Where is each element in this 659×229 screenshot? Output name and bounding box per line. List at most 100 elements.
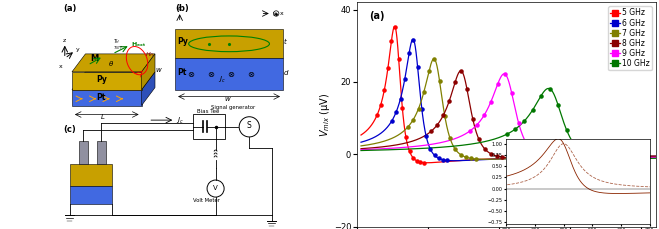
Polygon shape xyxy=(78,142,88,164)
Text: Py: Py xyxy=(97,75,107,84)
Text: z: z xyxy=(177,6,179,11)
Point xyxy=(513,121,524,125)
Point xyxy=(520,140,530,144)
Text: M: M xyxy=(90,54,98,63)
Point xyxy=(465,129,476,133)
Text: t: t xyxy=(284,39,287,45)
Text: $\otimes$: $\otimes$ xyxy=(227,70,235,79)
Point xyxy=(468,118,478,121)
Point xyxy=(445,136,455,140)
Point xyxy=(390,25,401,29)
Point xyxy=(444,99,455,103)
Point xyxy=(442,159,453,162)
Polygon shape xyxy=(142,72,155,106)
Text: S: S xyxy=(246,121,251,130)
Point xyxy=(376,103,386,107)
Point xyxy=(418,91,429,94)
Text: y: y xyxy=(273,11,277,16)
Point xyxy=(425,147,436,151)
Point xyxy=(548,156,558,160)
Text: (a): (a) xyxy=(63,4,76,13)
Polygon shape xyxy=(72,90,142,106)
Point xyxy=(485,152,496,155)
Point xyxy=(455,153,466,156)
Point xyxy=(403,125,413,129)
Text: d: d xyxy=(284,70,289,76)
Point xyxy=(434,79,445,83)
Point xyxy=(438,158,449,162)
Point xyxy=(424,69,434,73)
Point xyxy=(596,156,606,160)
Point xyxy=(491,154,501,158)
Point xyxy=(480,147,490,151)
Point xyxy=(544,87,555,90)
Point xyxy=(413,107,424,111)
Point xyxy=(492,82,503,85)
Text: $H_{fl}$: $H_{fl}$ xyxy=(145,50,154,59)
Point xyxy=(462,87,473,91)
Point xyxy=(474,137,484,141)
Text: Pt: Pt xyxy=(97,93,106,102)
FancyBboxPatch shape xyxy=(193,114,225,139)
Point xyxy=(527,108,538,112)
Polygon shape xyxy=(70,164,113,186)
Point xyxy=(386,39,397,42)
Text: $\theta$: $\theta$ xyxy=(108,59,114,68)
Point xyxy=(613,157,623,161)
Legend: 5 GHz, 6 GHz, 7 GHz, 8 GHz, 9 GHz, 10 GHz: 5 GHz, 6 GHz, 7 GHz, 8 GHz, 9 GHz, 10 GH… xyxy=(608,6,652,71)
Point xyxy=(383,67,393,70)
Point xyxy=(408,118,418,121)
Point xyxy=(466,157,476,160)
Point xyxy=(553,104,563,107)
Polygon shape xyxy=(97,142,105,164)
Point xyxy=(408,156,418,160)
Point xyxy=(471,157,482,161)
Text: $J_c$: $J_c$ xyxy=(218,75,225,85)
Point xyxy=(391,110,401,114)
Point xyxy=(411,159,422,163)
Text: w: w xyxy=(225,96,231,102)
Polygon shape xyxy=(142,54,155,90)
Point xyxy=(500,72,510,76)
Point xyxy=(404,150,415,153)
Point xyxy=(456,69,467,73)
Text: $\otimes$: $\otimes$ xyxy=(186,70,195,79)
Point xyxy=(587,154,598,158)
Point xyxy=(426,129,437,133)
Text: (a): (a) xyxy=(368,11,384,21)
Point xyxy=(418,161,429,164)
Point xyxy=(416,108,427,111)
Point xyxy=(450,80,461,84)
Point xyxy=(434,157,444,160)
Point xyxy=(408,38,418,41)
Polygon shape xyxy=(72,54,155,72)
Point xyxy=(432,123,443,127)
Point xyxy=(440,114,450,118)
Point xyxy=(555,157,565,161)
Point xyxy=(579,151,589,155)
Point xyxy=(519,120,529,123)
Point xyxy=(503,156,513,160)
Point xyxy=(429,57,440,61)
Text: Signal generator: Signal generator xyxy=(211,105,255,110)
Point xyxy=(604,156,615,160)
Text: (c): (c) xyxy=(63,125,76,134)
Point xyxy=(404,52,415,55)
Point xyxy=(387,119,397,123)
Point xyxy=(541,155,552,159)
Text: w: w xyxy=(155,67,161,73)
Polygon shape xyxy=(72,72,142,90)
Point xyxy=(501,132,512,136)
Text: y: y xyxy=(76,46,80,52)
Point xyxy=(534,153,544,157)
Text: $J_c$: $J_c$ xyxy=(177,115,184,125)
Point xyxy=(372,113,382,117)
Point xyxy=(561,128,572,132)
Point xyxy=(421,134,432,138)
Polygon shape xyxy=(175,29,283,58)
Point xyxy=(479,114,490,117)
Point xyxy=(395,97,406,101)
Y-axis label: $V_{mix}$ (µV): $V_{mix}$ (µV) xyxy=(318,92,332,137)
Text: $\mathbf{H_{ext}}$: $\mathbf{H_{ext}}$ xyxy=(131,40,146,49)
Point xyxy=(506,91,517,95)
